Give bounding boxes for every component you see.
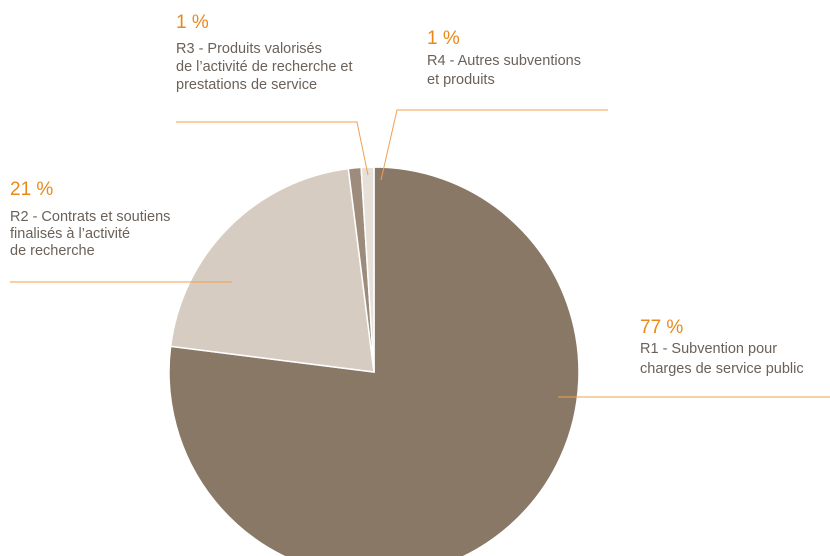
slice-percent: 21 % [10, 179, 53, 200]
slice-label: charges de service public [640, 361, 804, 377]
leader-line [176, 121, 369, 176]
slice-label: R3 - Produits valorisés [176, 41, 322, 57]
slice-label: R1 - Subvention pour [640, 341, 777, 357]
pie-slice [360, 166, 375, 373]
pie-slice [169, 167, 375, 373]
slice-percent: 77 % [640, 317, 683, 338]
slice-label: de recherche [10, 243, 95, 259]
slice-label: finalisés à l’activité [10, 226, 130, 242]
leader-line [380, 109, 608, 181]
slice-label: de l’activité de recherche et [176, 59, 353, 75]
pie-slice [168, 166, 580, 556]
slice-label: et produits [427, 72, 495, 88]
slice-label: R2 - Contrats et soutiens [10, 209, 170, 225]
slice-label: R4 - Autres subventions [427, 53, 581, 69]
slice-percent: 1 % [427, 28, 460, 49]
slice-percent: 1 % [176, 12, 209, 33]
slice-label: prestations de service [176, 77, 317, 93]
